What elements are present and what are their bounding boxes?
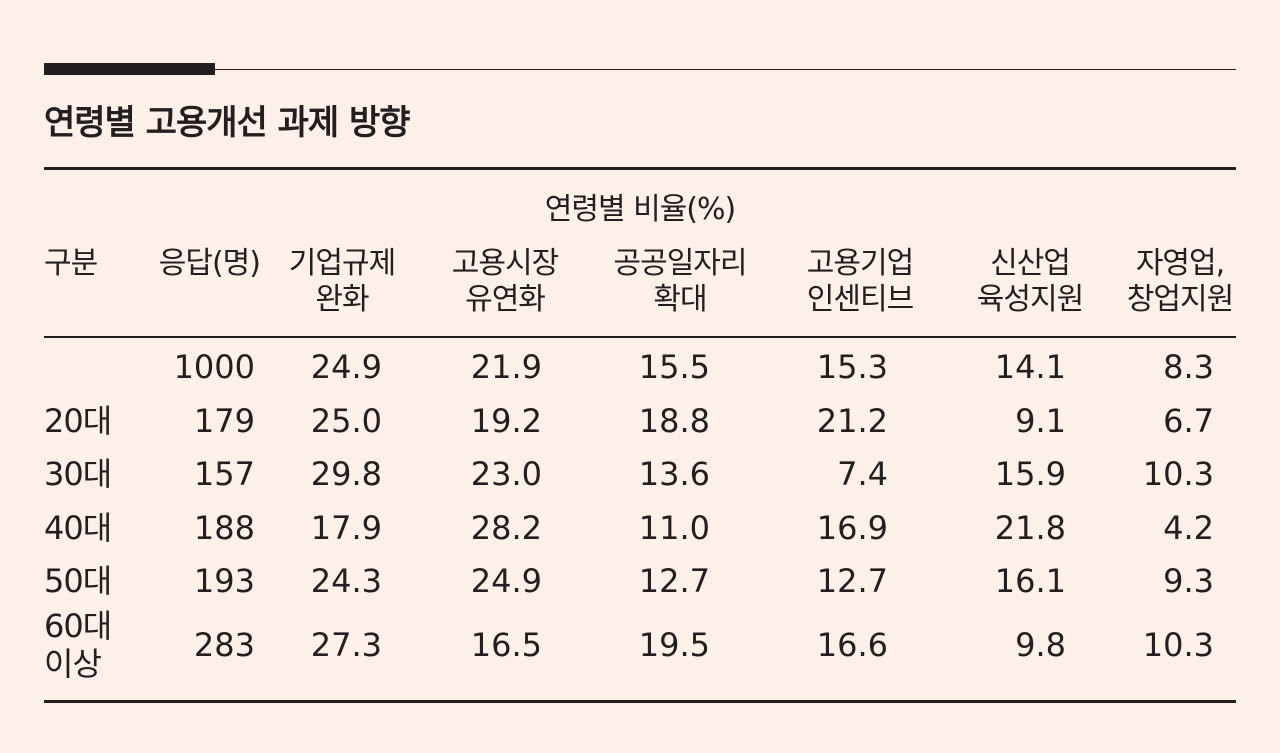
table-cell: 15.3 xyxy=(816,348,888,386)
table-cell: 1000 xyxy=(173,348,255,386)
table-cell: 21.8 xyxy=(994,509,1066,547)
table-cell: 193 xyxy=(193,562,255,600)
column-header: 구분 xyxy=(44,246,98,281)
table-cell: 27.3 xyxy=(310,626,382,664)
table-cell: 15.9 xyxy=(994,455,1066,493)
table-cell: 4.2 xyxy=(1163,509,1214,547)
page-title: 연령별 고용개선 과제 방향 xyxy=(44,103,411,143)
row-label: 20대 xyxy=(44,402,112,440)
table-cell: 9.8 xyxy=(1015,626,1066,664)
header-rule xyxy=(44,336,1236,338)
table-cell: 18.8 xyxy=(638,402,710,440)
table-top-rule xyxy=(44,167,1236,170)
table-cell: 24.3 xyxy=(310,562,382,600)
table-cell: 8.3 xyxy=(1163,348,1214,386)
table-cell: 11.0 xyxy=(638,509,710,547)
table-cell: 14.1 xyxy=(994,348,1066,386)
row-label: 30대 xyxy=(44,455,112,493)
table-cell: 10.3 xyxy=(1142,455,1214,493)
table-cell: 7.4 xyxy=(837,455,888,493)
table-cell: 16.5 xyxy=(470,626,542,664)
table-cell: 6.7 xyxy=(1163,402,1214,440)
table-cell: 9.1 xyxy=(1015,402,1066,440)
table-cell: 24.9 xyxy=(470,562,542,600)
table-cell: 10.3 xyxy=(1142,626,1214,664)
table-cell: 188 xyxy=(193,509,255,547)
table-cell: 12.7 xyxy=(816,562,888,600)
table-cell: 28.2 xyxy=(470,509,542,547)
row-label: 60대 이상 xyxy=(44,607,112,683)
top-rule xyxy=(44,69,1236,70)
title-accent-bar xyxy=(44,63,215,75)
table-cell: 25.0 xyxy=(310,402,382,440)
column-header: 기업규제 완화 xyxy=(288,246,396,317)
column-header: 신산업 육성지원 xyxy=(976,246,1084,317)
table-cell: 157 xyxy=(193,455,255,493)
table-subheader: 연령별 비율(%) xyxy=(544,192,736,227)
table-cell: 13.6 xyxy=(638,455,710,493)
table-cell: 283 xyxy=(193,626,255,664)
row-label: 50대 xyxy=(44,562,112,600)
column-header: 고용시장 유연화 xyxy=(451,246,559,317)
table-cell: 19.2 xyxy=(470,402,542,440)
table-cell: 9.3 xyxy=(1163,562,1214,600)
table-cell: 23.0 xyxy=(470,455,542,493)
column-header: 고용기업 인센티브 xyxy=(806,246,914,317)
column-header: 공공일자리 확대 xyxy=(613,246,748,317)
table-cell: 17.9 xyxy=(310,509,382,547)
column-header: 응답(명) xyxy=(158,246,261,281)
table-cell: 21.2 xyxy=(816,402,888,440)
table-cell: 16.9 xyxy=(816,509,888,547)
row-label: 40대 xyxy=(44,509,112,547)
table-cell: 16.1 xyxy=(994,562,1066,600)
table-cell: 21.9 xyxy=(470,348,542,386)
table-cell: 16.6 xyxy=(816,626,888,664)
table-bottom-rule xyxy=(44,700,1236,703)
table-cell: 29.8 xyxy=(310,455,382,493)
column-header: 자영업, 창업지원 xyxy=(1126,246,1234,317)
table-cell: 15.5 xyxy=(638,348,710,386)
table-cell: 12.7 xyxy=(638,562,710,600)
table-cell: 19.5 xyxy=(638,626,710,664)
table-cell: 24.9 xyxy=(310,348,382,386)
table-cell: 179 xyxy=(193,402,255,440)
